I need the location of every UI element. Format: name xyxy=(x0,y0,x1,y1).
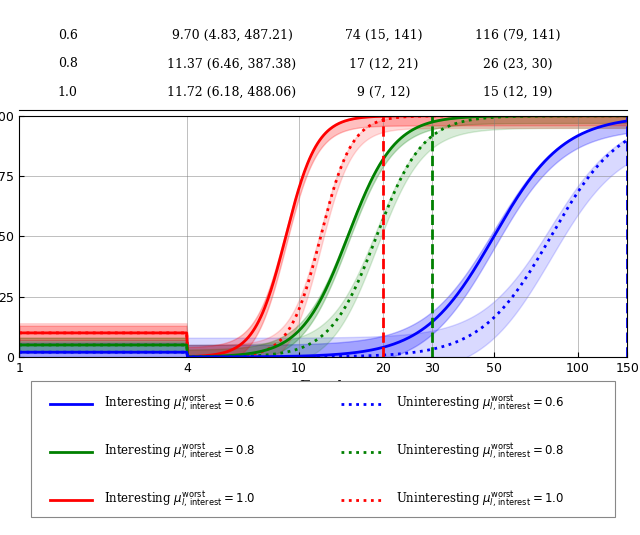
Text: Interesting $\mu_{l,\,\mathrm{interest}}^{\mathrm{worst}}=0.8$: Interesting $\mu_{l,\,\mathrm{interest}}… xyxy=(104,441,255,462)
Text: 9 (7, 12): 9 (7, 12) xyxy=(357,86,411,99)
Text: 0.6: 0.6 xyxy=(58,29,78,42)
Text: 74 (15, 141): 74 (15, 141) xyxy=(345,29,423,42)
Text: Uninteresting $\mu_{l,\,\mathrm{interest}}^{\mathrm{worst}}=0.6$: Uninteresting $\mu_{l,\,\mathrm{interest… xyxy=(396,394,564,414)
Text: Uninteresting $\mu_{l,\,\mathrm{interest}}^{\mathrm{worst}}=0.8$: Uninteresting $\mu_{l,\,\mathrm{interest… xyxy=(396,441,564,462)
Text: 0.8: 0.8 xyxy=(58,57,78,70)
Text: 9.70 (4.83, 487.21): 9.70 (4.83, 487.21) xyxy=(172,29,292,42)
X-axis label: Epoch: Epoch xyxy=(299,380,348,394)
Text: 1.0: 1.0 xyxy=(58,86,78,99)
Text: 26 (23, 30): 26 (23, 30) xyxy=(483,57,552,70)
Text: 116 (79, 141): 116 (79, 141) xyxy=(475,29,561,42)
Text: 11.72 (6.18, 488.06): 11.72 (6.18, 488.06) xyxy=(168,86,296,99)
Text: 11.37 (6.46, 387.38): 11.37 (6.46, 387.38) xyxy=(168,57,296,70)
Text: Interesting $\mu_{l,\,\mathrm{interest}}^{\mathrm{worst}}=0.6$: Interesting $\mu_{l,\,\mathrm{interest}}… xyxy=(104,394,256,414)
Text: Uninteresting $\mu_{l,\,\mathrm{interest}}^{\mathrm{worst}}=1.0$: Uninteresting $\mu_{l,\,\mathrm{interest… xyxy=(396,490,564,510)
FancyBboxPatch shape xyxy=(31,381,615,517)
Text: 17 (12, 21): 17 (12, 21) xyxy=(349,57,419,70)
Text: 15 (12, 19): 15 (12, 19) xyxy=(483,86,552,99)
Text: Interesting $\mu_{l,\,\mathrm{interest}}^{\mathrm{worst}}=1.0$: Interesting $\mu_{l,\,\mathrm{interest}}… xyxy=(104,490,256,510)
